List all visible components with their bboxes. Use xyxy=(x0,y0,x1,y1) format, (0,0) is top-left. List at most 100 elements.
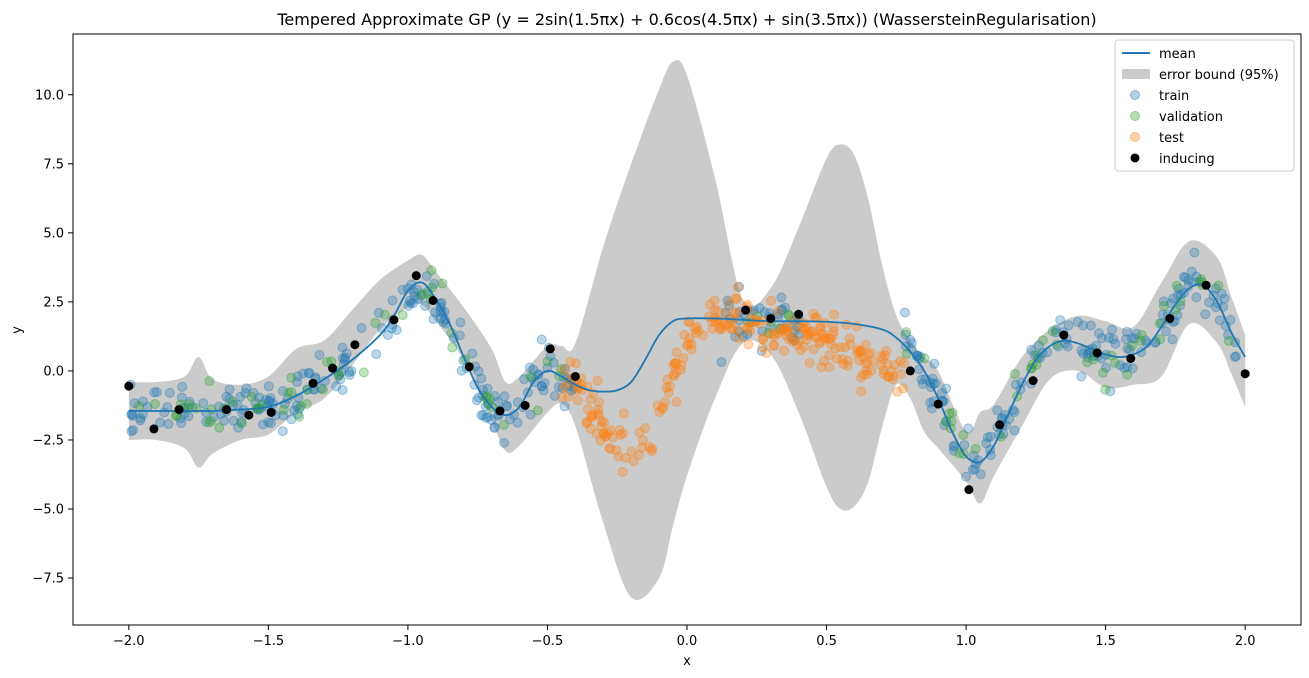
train-point xyxy=(730,331,741,342)
test-point xyxy=(704,299,715,310)
train-point xyxy=(1119,362,1130,373)
test-point xyxy=(727,323,738,334)
legend-frame xyxy=(1114,39,1295,172)
test-point xyxy=(726,324,737,335)
x-tick-label: −1.0 xyxy=(392,634,424,649)
train-point xyxy=(221,391,232,402)
test-point xyxy=(807,326,818,337)
test-point xyxy=(686,344,697,355)
test-point xyxy=(780,323,791,334)
test-point xyxy=(709,295,720,306)
test-point xyxy=(892,386,903,397)
train-point xyxy=(397,284,408,295)
test-point xyxy=(803,327,814,338)
train-point xyxy=(224,393,235,404)
test-point xyxy=(881,345,892,356)
inducing-point xyxy=(124,381,134,391)
train-point xyxy=(164,387,175,398)
inducing-point xyxy=(266,407,276,417)
train-point xyxy=(331,381,342,392)
train-point xyxy=(1214,315,1225,326)
test-point xyxy=(818,356,829,367)
test-point xyxy=(863,349,874,360)
test-point xyxy=(592,408,603,419)
test-point xyxy=(861,369,872,380)
train-point xyxy=(492,397,503,408)
test-point xyxy=(802,329,813,340)
test-point xyxy=(698,330,709,341)
validation-point xyxy=(204,417,215,428)
train-point xyxy=(499,391,510,402)
legend: mean error bound (95%) train validation … xyxy=(1114,39,1295,172)
test-point xyxy=(591,428,602,439)
train-point xyxy=(562,380,573,391)
test-point xyxy=(587,409,598,420)
validation-point xyxy=(322,357,333,367)
validation-point xyxy=(333,370,344,381)
test-point xyxy=(703,311,714,322)
validation-point xyxy=(214,422,225,433)
train-point xyxy=(292,409,303,420)
test-point xyxy=(717,323,728,334)
test-point xyxy=(600,431,611,442)
train-point xyxy=(1204,297,1215,308)
inducing-point xyxy=(1240,369,1250,379)
inducing-point xyxy=(149,424,159,434)
train-point xyxy=(1131,328,1142,339)
train-point xyxy=(430,307,441,318)
train-point xyxy=(548,357,559,368)
train-point xyxy=(478,410,489,421)
test-point xyxy=(604,443,615,453)
test-point xyxy=(777,324,788,335)
test-point xyxy=(895,355,906,366)
test-point xyxy=(559,382,570,393)
test-point xyxy=(856,372,867,383)
train-point xyxy=(337,384,348,395)
test-point xyxy=(647,443,658,454)
test-point xyxy=(761,348,772,359)
test-point xyxy=(724,297,735,308)
train-point xyxy=(1101,362,1112,373)
test-point xyxy=(646,446,657,457)
train-point xyxy=(1186,266,1197,277)
test-point xyxy=(727,315,738,326)
chart-title: Tempered Approximate GP (y = 2sin(1.5πx)… xyxy=(276,10,1096,29)
train-point xyxy=(1072,316,1083,327)
test-point xyxy=(718,320,729,331)
train-point xyxy=(412,285,423,296)
train-point xyxy=(314,349,325,360)
test-point xyxy=(585,423,596,434)
validation-point xyxy=(1009,368,1020,379)
train-point xyxy=(1172,310,1183,321)
test-point xyxy=(772,306,783,317)
validation-point xyxy=(294,411,305,422)
train-point xyxy=(1173,283,1184,294)
train-point xyxy=(499,437,510,448)
test-point xyxy=(862,357,873,368)
train-point xyxy=(1178,271,1189,282)
y-tick-label: 2.5 xyxy=(43,295,64,310)
validation-point xyxy=(1088,354,1099,365)
train-point xyxy=(208,412,219,423)
test-point xyxy=(605,443,616,454)
validation-point xyxy=(947,407,958,418)
train-point xyxy=(777,304,788,315)
train-point xyxy=(1230,351,1241,362)
train-point xyxy=(559,401,570,412)
train-point xyxy=(292,377,303,388)
train-point xyxy=(177,381,188,392)
test-point xyxy=(818,329,829,340)
train-point xyxy=(263,381,274,392)
train-point xyxy=(1103,332,1114,343)
train-point xyxy=(382,329,393,340)
test-point xyxy=(734,333,745,344)
train-point xyxy=(1093,328,1104,339)
validation-point xyxy=(525,371,536,382)
inducing-point xyxy=(428,296,438,305)
train-point xyxy=(501,401,512,412)
test-point xyxy=(805,326,816,337)
legend-train-label: train xyxy=(1159,89,1189,104)
train-point xyxy=(416,290,427,301)
test-point xyxy=(693,326,704,336)
